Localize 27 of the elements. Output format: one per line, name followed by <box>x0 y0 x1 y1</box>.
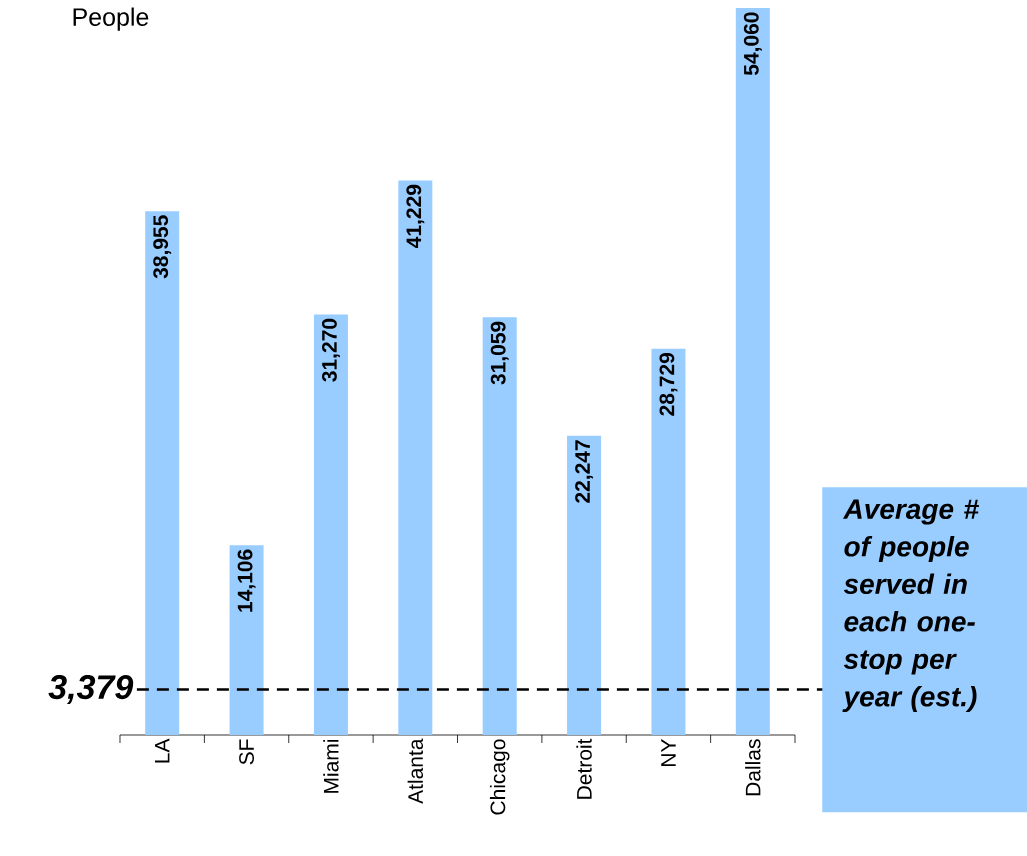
x-tick-label: NY <box>661 738 676 766</box>
data-label: 38,955 <box>153 215 172 279</box>
bar <box>567 435 602 735</box>
data-label: 54,060 <box>743 12 762 76</box>
x-tick-label: Miami <box>323 739 339 793</box>
y-axis-title: People <box>73 7 149 31</box>
x-tick-label: LA <box>154 738 170 763</box>
data-label: 22,247 <box>575 440 594 503</box>
data-label: 14,106 <box>237 549 256 612</box>
x-tick-label: SF <box>239 739 254 765</box>
bar <box>313 314 348 735</box>
x-tick-label: Chicago <box>489 739 510 815</box>
bar <box>229 545 264 735</box>
bar <box>735 7 770 735</box>
text: Average # of people served in each one-stop per year (est.) <box>842 499 979 713</box>
x-tick-label: Detroit <box>576 738 592 799</box>
ref-line-label: 3,379 <box>48 675 134 705</box>
data-label: 41,229 <box>406 184 425 248</box>
bar <box>145 211 180 735</box>
data-label: 31,059 <box>490 321 509 385</box>
bar <box>482 317 517 735</box>
bar <box>651 348 686 735</box>
data-label: 28,729 <box>659 352 678 416</box>
x-tick-label: Atlanta <box>407 738 424 804</box>
bar <box>398 180 433 735</box>
x-tick-label: Dallas <box>745 739 761 796</box>
data-label: 31,270 <box>321 318 340 382</box>
